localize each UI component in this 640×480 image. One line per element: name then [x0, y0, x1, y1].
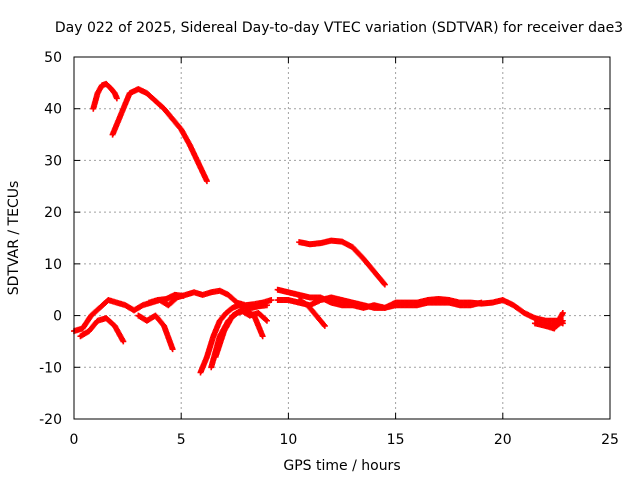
series-cluster-g [212, 307, 270, 360]
x-axis-label: GPS time / hours [283, 458, 400, 474]
x-tick-label: 20 [494, 432, 512, 448]
chart-title: Day 022 of 2025, Sidereal Day-to-day VTE… [55, 20, 623, 36]
axis-ticks: 0 5 10 15 20 25 -20 -10 0 10 20 30 40 50 [39, 50, 619, 448]
series-arc-high-2 [109, 86, 210, 185]
data-point [381, 281, 388, 288]
y-tick-label: 40 [44, 102, 62, 118]
data-point [259, 333, 266, 340]
x-tick-label: 25 [601, 432, 619, 448]
y-tick-label: 0 [53, 309, 62, 325]
y-tick-label: -10 [39, 360, 62, 376]
series-cluster-c [135, 312, 176, 353]
data-point [320, 321, 327, 328]
data-point [559, 309, 566, 316]
y-axis-label: SDTVAR / TECUs [6, 181, 22, 296]
x-tick-label: 10 [279, 432, 297, 448]
data-point [478, 299, 485, 306]
y-tick-label: 30 [44, 153, 62, 169]
series-cluster-j [296, 297, 328, 329]
y-tick-label: -20 [39, 412, 62, 428]
data-point [262, 316, 269, 323]
data-point [263, 317, 270, 324]
data-point [263, 302, 270, 309]
series-arc-mid [296, 237, 388, 288]
y-tick-label: 10 [44, 257, 62, 273]
y-tick-label: 20 [44, 205, 62, 221]
series-cluster-d [146, 291, 187, 306]
series-cluster-l [542, 309, 566, 332]
x-tick-label: 0 [70, 432, 79, 448]
y-tick-label: 50 [44, 50, 62, 66]
data-point [180, 292, 187, 299]
grid [74, 57, 610, 419]
data-point [321, 322, 328, 329]
series-cluster-a [71, 287, 275, 335]
data-point [380, 280, 387, 287]
data-point [203, 178, 210, 185]
data-point [268, 297, 275, 304]
data-point [113, 95, 120, 102]
series-cluster-e [197, 302, 270, 376]
plot-frame [73, 56, 611, 420]
x-tick-label: 15 [387, 432, 405, 448]
series-cluster-b [77, 315, 127, 345]
data-point [120, 338, 127, 345]
x-tick-label: 5 [177, 432, 186, 448]
data-point [169, 346, 176, 353]
data-marks [71, 80, 566, 376]
series-arc-high-1 [90, 80, 120, 112]
series-cluster-f [208, 307, 266, 371]
